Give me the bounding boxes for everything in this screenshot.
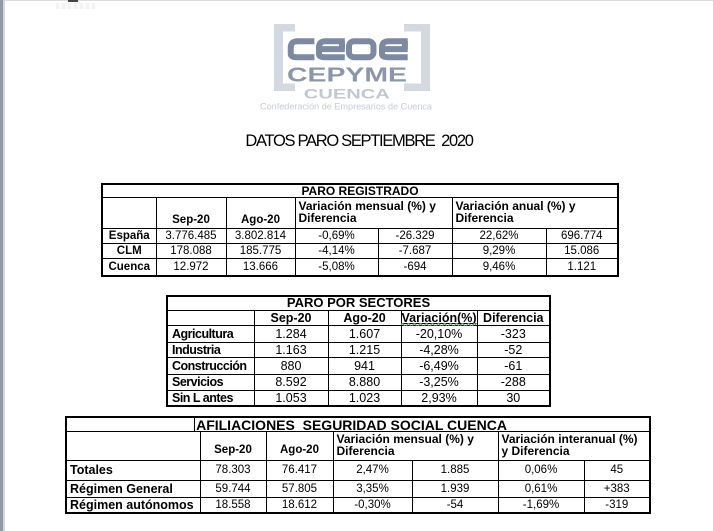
svg-text:CUENCA: CUENCA <box>304 86 390 102</box>
svg-text:CEPYME: CEPYME <box>287 64 407 86</box>
svg-text:Confederación de Empresarios d: Confederación de Empresarios de Cuenca <box>260 102 433 113</box>
